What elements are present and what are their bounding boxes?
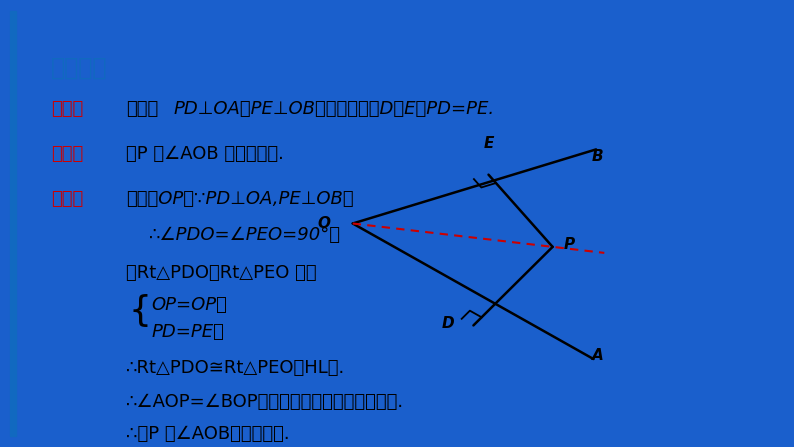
Text: 在Rt△PDO和Rt△PEO 中，: 在Rt△PDO和Rt△PEO 中， — [126, 264, 317, 282]
Text: PD=PE，: PD=PE， — [152, 323, 224, 342]
Text: D: D — [441, 316, 454, 331]
Text: 证明：: 证明： — [51, 190, 83, 207]
Text: 作射线OP，∵PD⊥OA,PE⊥OB，: 作射线OP，∵PD⊥OA,PE⊥OB， — [126, 190, 354, 207]
Text: ∴∠AOP=∠BOP（全等三角形的对应角相等）.: ∴∠AOP=∠BOP（全等三角形的对应角相等）. — [126, 393, 405, 411]
Text: ∴点P 在∠AOB的平分线上.: ∴点P 在∠AOB的平分线上. — [126, 425, 290, 443]
Text: ∴Rt△PDO≅Rt△PEO（HL）.: ∴Rt△PDO≅Rt△PEO（HL）. — [126, 359, 345, 377]
Text: 点P 在∠AOB 的平分线上.: 点P 在∠AOB 的平分线上. — [126, 145, 284, 163]
Text: A: A — [592, 348, 603, 363]
Text: 如图，: 如图， — [126, 101, 159, 118]
Text: PD⊥OA，PE⊥OB，垂足分别是D、E，PD=PE.: PD⊥OA，PE⊥OB，垂足分别是D、E，PD=PE. — [174, 101, 495, 118]
Text: P: P — [564, 237, 575, 252]
Text: E: E — [484, 136, 494, 151]
Text: OP=OP，: OP=OP， — [152, 296, 227, 314]
Text: 证明猜想: 证明猜想 — [51, 56, 107, 80]
Bar — [10, 11, 16, 436]
Text: B: B — [592, 149, 603, 164]
Text: ∴∠PDO=∠PEO=90°．: ∴∠PDO=∠PEO=90°． — [149, 226, 341, 244]
Text: {: { — [129, 294, 152, 328]
Text: 求证：: 求证： — [51, 145, 83, 163]
Text: 已知：: 已知： — [51, 101, 83, 118]
Text: O: O — [317, 216, 330, 231]
